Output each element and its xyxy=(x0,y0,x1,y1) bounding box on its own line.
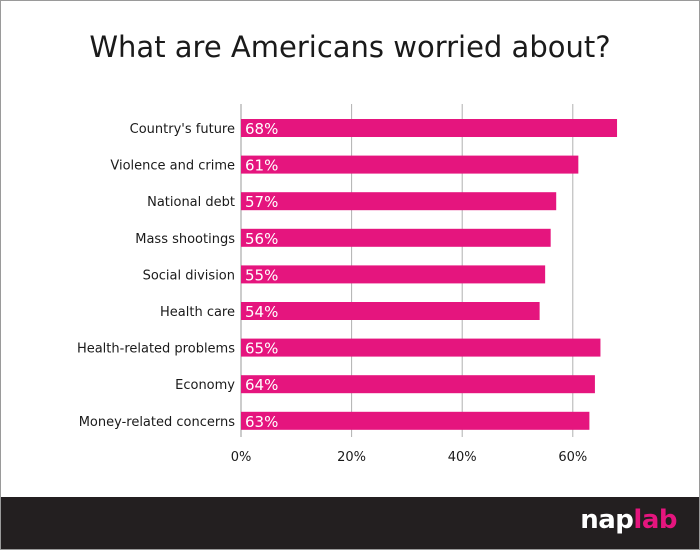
value-label-6: 65% xyxy=(245,340,278,358)
category-label-4: Social division xyxy=(143,268,235,283)
x-tick-label-0: 0% xyxy=(231,450,252,465)
value-label-5: 54% xyxy=(245,303,278,321)
category-label-1: Violence and crime xyxy=(110,159,235,174)
category-label-5: Health care xyxy=(160,305,235,320)
bar-chart: Country's future 68% Violence and crime 61%… xyxy=(77,104,618,465)
x-tick-label-1: 20% xyxy=(337,450,366,465)
logo-text-nap: nap xyxy=(580,505,634,535)
bar-7 xyxy=(241,375,595,394)
bar-6 xyxy=(241,338,601,357)
x-tick-label-2: 40% xyxy=(448,450,477,465)
category-label-3: Mass shootings xyxy=(135,232,235,247)
naplab-logo: naplab xyxy=(580,505,677,535)
value-label-3: 56% xyxy=(245,230,278,248)
category-label-0: Country's future xyxy=(130,122,235,137)
chart-title: What are Americans worried about? xyxy=(89,30,611,64)
bar-4 xyxy=(241,265,546,284)
bar-3 xyxy=(241,228,551,247)
category-label-7: Economy xyxy=(175,378,235,393)
category-label-6: Health-related problems xyxy=(77,342,235,357)
logo-text-lab: lab xyxy=(633,505,677,535)
x-tick-label-3: 60% xyxy=(558,450,587,465)
value-label-1: 61% xyxy=(245,157,278,175)
bar-0 xyxy=(241,119,618,137)
value-label-2: 57% xyxy=(245,193,278,211)
category-label-8: Money-related concerns xyxy=(79,415,236,430)
value-label-7: 64% xyxy=(245,376,278,394)
value-label-4: 55% xyxy=(245,266,278,284)
value-label-0: 68% xyxy=(245,120,278,138)
footer-bar: naplab xyxy=(1,497,699,549)
bar-1 xyxy=(241,155,579,174)
bar-8 xyxy=(241,411,590,430)
value-label-8: 63% xyxy=(245,413,278,431)
category-label-2: National debt xyxy=(147,195,235,210)
bar-5 xyxy=(241,302,540,320)
bar-2 xyxy=(241,192,557,211)
